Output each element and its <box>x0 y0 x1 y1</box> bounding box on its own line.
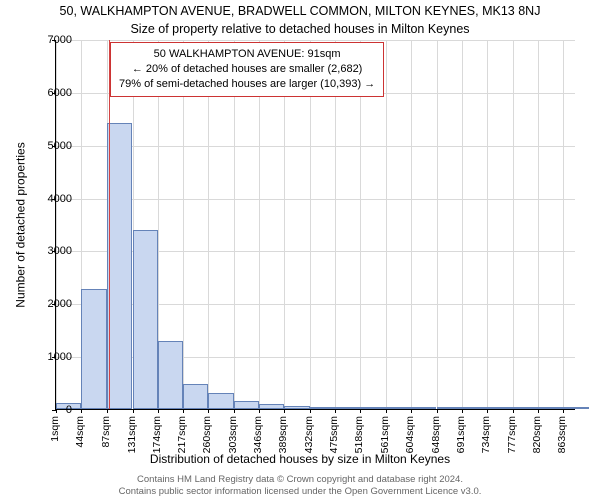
ytick-label: 3000 <box>32 245 72 257</box>
xtick-mark <box>513 409 514 413</box>
xtick-mark <box>133 409 134 413</box>
histogram-bar <box>81 289 106 410</box>
xtick-label: 777sqm <box>506 416 518 453</box>
footer-line-1: Contains HM Land Registry data © Crown c… <box>0 474 600 486</box>
xtick-label: 346sqm <box>252 416 264 453</box>
xtick-mark <box>386 409 387 413</box>
xtick-label: 475sqm <box>328 416 340 453</box>
xtick-label: 174sqm <box>151 416 163 453</box>
ytick-label: 1000 <box>32 351 72 363</box>
gridline-h <box>56 199 575 200</box>
histogram-bar <box>234 401 259 409</box>
histogram-bar <box>259 404 284 409</box>
histogram-bar <box>133 230 158 409</box>
xtick-label: 217sqm <box>176 416 188 453</box>
xtick-label: 131sqm <box>126 416 138 453</box>
legend-line-2: ← 20% of detached houses are smaller (2,… <box>119 62 375 77</box>
xtick-label: 518sqm <box>353 416 365 453</box>
ytick-label: 4000 <box>32 193 72 205</box>
gridline-v <box>487 40 488 409</box>
histogram-bar <box>183 384 208 409</box>
xtick-mark <box>81 409 82 413</box>
gridline-h <box>56 40 575 41</box>
ytick-label: 0 <box>32 404 72 416</box>
xtick-mark <box>259 409 260 413</box>
xtick-mark <box>284 409 285 413</box>
xtick-mark <box>411 409 412 413</box>
xtick-mark <box>462 409 463 413</box>
ytick-label: 2000 <box>32 298 72 310</box>
histogram-bar <box>310 407 335 409</box>
xtick-label: 820sqm <box>531 416 543 453</box>
legend-line-3: 79% of semi-detached houses are larger (… <box>119 77 375 92</box>
xtick-mark <box>310 409 311 413</box>
histogram-bar <box>158 341 183 409</box>
xtick-label: 432sqm <box>303 416 315 453</box>
gridline-v <box>386 40 387 409</box>
xtick-mark <box>183 409 184 413</box>
xtick-label: 863sqm <box>556 416 568 453</box>
xtick-label: 87sqm <box>100 416 112 448</box>
xtick-label: 260sqm <box>201 416 213 453</box>
xtick-label: 44sqm <box>74 416 86 448</box>
xtick-label: 648sqm <box>430 416 442 453</box>
x-axis-label: Distribution of detached houses by size … <box>0 452 600 466</box>
xtick-label: 734sqm <box>480 416 492 453</box>
histogram-bar <box>538 407 563 409</box>
xtick-label: 389sqm <box>277 416 289 453</box>
xtick-mark <box>487 409 488 413</box>
xtick-mark <box>437 409 438 413</box>
histogram-bar <box>487 407 512 409</box>
xtick-mark <box>208 409 209 413</box>
xtick-label: 691sqm <box>455 416 467 453</box>
xtick-label: 1sqm <box>49 416 61 442</box>
histogram-bar <box>386 407 411 409</box>
gridline-v <box>513 40 514 409</box>
xtick-mark <box>158 409 159 413</box>
histogram-bar <box>335 407 360 409</box>
xtick-mark <box>107 409 108 413</box>
legend-line-1: 50 WALKHAMPTON AVENUE: 91sqm <box>119 47 375 62</box>
histogram-bar <box>208 393 233 409</box>
gridline-v <box>563 40 564 409</box>
legend-box: 50 WALKHAMPTON AVENUE: 91sqm ← 20% of de… <box>110 42 384 97</box>
xtick-mark <box>563 409 564 413</box>
y-axis-label: Number of detached properties <box>14 142 28 307</box>
ytick-label: 5000 <box>32 140 72 152</box>
chart-title-sub: Size of property relative to detached ho… <box>0 22 600 36</box>
xtick-label: 303sqm <box>227 416 239 453</box>
gridline-h <box>56 146 575 147</box>
chart-container: 50, WALKHAMPTON AVENUE, BRADWELL COMMON,… <box>0 0 600 500</box>
gridline-v <box>462 40 463 409</box>
xtick-mark <box>335 409 336 413</box>
gridline-v <box>538 40 539 409</box>
histogram-bar <box>360 407 385 409</box>
histogram-bar <box>513 407 538 409</box>
xtick-mark <box>538 409 539 413</box>
y-axis-label-wrap: Number of detached properties <box>14 40 28 410</box>
histogram-bar <box>284 406 309 409</box>
footer-attribution: Contains HM Land Registry data © Crown c… <box>0 474 600 498</box>
xtick-label: 561sqm <box>379 416 391 453</box>
xtick-mark <box>234 409 235 413</box>
ytick-label: 6000 <box>32 87 72 99</box>
histogram-bar <box>437 407 462 409</box>
ytick-label: 7000 <box>32 34 72 46</box>
gridline-v <box>411 40 412 409</box>
histogram-bar <box>411 407 436 409</box>
histogram-bar <box>563 407 588 409</box>
xtick-mark <box>360 409 361 413</box>
gridline-v <box>437 40 438 409</box>
histogram-bar <box>462 407 487 409</box>
footer-line-2: Contains public sector information licen… <box>0 486 600 498</box>
chart-title-main: 50, WALKHAMPTON AVENUE, BRADWELL COMMON,… <box>0 4 600 18</box>
xtick-label: 604sqm <box>404 416 416 453</box>
